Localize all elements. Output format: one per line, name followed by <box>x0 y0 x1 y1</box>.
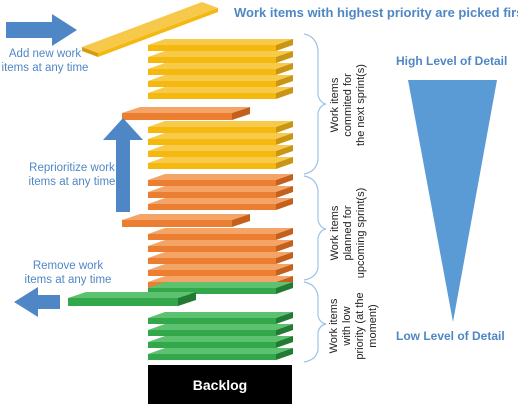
green-plate-4 <box>148 336 293 348</box>
orange-plate-6 <box>148 252 293 264</box>
backlog-base: Backlog <box>148 365 292 404</box>
reprioritized-item-plate <box>122 107 250 120</box>
green-plate-5 <box>148 348 293 360</box>
yellow-plate-1 <box>148 39 293 51</box>
yellow-plate-4 <box>148 75 293 87</box>
yellow-plate-5 <box>148 87 293 99</box>
brace-low <box>303 281 327 363</box>
orange-plate-4 <box>148 228 293 240</box>
yellow-plate-8 <box>148 145 293 157</box>
add-items-label: Add new work items at any time <box>1 48 89 74</box>
low-priority-shifted-plate <box>122 214 250 227</box>
removed-item-plate <box>68 292 196 306</box>
yellow-plate-7 <box>148 133 293 145</box>
backlog-stack <box>148 39 293 360</box>
green-plate-2 <box>148 312 293 324</box>
reprioritize-items-label: Reprioritize work items at any time <box>28 162 116 188</box>
yellow-plate-6 <box>148 121 293 133</box>
low-priority-brace-label: Work items with low priority (at the mom… <box>328 292 379 360</box>
orange-plate-1 <box>148 174 293 186</box>
orange-plate-7 <box>148 264 293 276</box>
brace-planned <box>303 175 327 281</box>
yellow-plate-2 <box>148 51 293 63</box>
detail-level-triangle <box>408 80 497 322</box>
committed-brace-label: Work items commited for the next sprint(… <box>329 64 367 146</box>
low-detail-label: Low Level of Detail <box>396 329 505 343</box>
yellow-plate-9 <box>148 157 293 169</box>
yellow-plate-3 <box>148 63 293 75</box>
orange-plate-3 <box>148 198 293 210</box>
reprioritize-arrow-icon <box>103 118 143 212</box>
high-detail-label: High Level of Detail <box>396 54 508 68</box>
brace-committed <box>303 33 327 175</box>
new-item-plate <box>82 2 218 57</box>
remove-items-label: Remove work items at any time <box>24 260 112 286</box>
orange-plate-2 <box>148 186 293 198</box>
add-arrow-icon <box>6 14 77 46</box>
orange-plate-5 <box>148 240 293 252</box>
diagram-title: Work items with highest priority are pic… <box>234 5 518 20</box>
remove-arrow-icon <box>14 287 60 317</box>
green-plate-3 <box>148 324 293 336</box>
